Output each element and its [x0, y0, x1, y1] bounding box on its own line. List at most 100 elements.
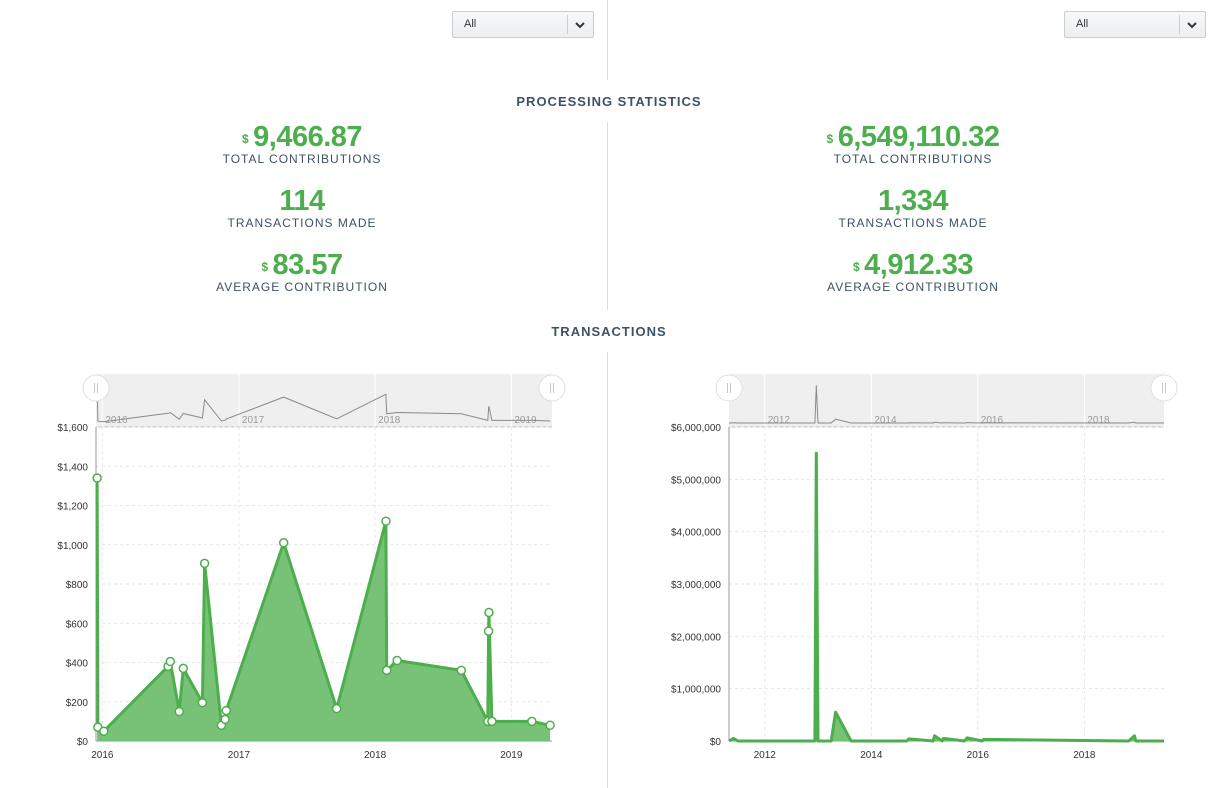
range-handle-icon[interactable] — [715, 374, 743, 402]
navigator-tick-label: 2018 — [378, 415, 401, 426]
data-point — [392, 655, 402, 666]
column-divider-charts — [607, 352, 608, 788]
column-divider-stats — [607, 122, 608, 310]
data-point — [92, 473, 102, 483]
y-tick-label: $600 — [66, 619, 89, 630]
transactions-made-value: 1,334 — [877, 185, 949, 217]
x-tick-label: 2017 — [228, 750, 251, 761]
select-separator — [1179, 15, 1180, 34]
y-tick-label: $400 — [66, 659, 89, 670]
left-total-contributions: $9,466.87 TOTAL CONTRIBUTIONS — [152, 122, 452, 166]
range-handle-icon[interactable] — [1150, 374, 1178, 402]
right-transactions-chart[interactable]: 2012 2014 2016 2018 $0 $1,000,000 $2,000,000 $3… — [608, 360, 1218, 780]
data-point — [178, 663, 189, 674]
data-point — [545, 720, 555, 731]
y-tick-label: $1,000,000 — [671, 685, 721, 696]
average-contribution-label: AVERAGE CONTRIBUTION — [216, 280, 388, 294]
navigator-tick-label: 2016 — [981, 415, 1004, 426]
y-tick-label: $200 — [66, 698, 89, 709]
column-divider-top — [607, 0, 608, 80]
x-tick-label: 2012 — [754, 750, 777, 761]
navigator-tick-label: 2017 — [242, 415, 265, 426]
transactions-made-label: TRANSACTIONS MADE — [227, 216, 377, 230]
x-tick-label: 2016 — [91, 750, 114, 761]
select-separator — [567, 15, 568, 34]
range-handle-icon[interactable] — [82, 374, 110, 402]
currency-symbol: $ — [261, 260, 268, 274]
data-point — [487, 716, 497, 727]
y-tick-label: $0 — [77, 737, 89, 748]
chevron-down-icon[interactable] — [1185, 19, 1199, 31]
range-handle-knob — [538, 374, 566, 402]
total-contributions-value: 6,549,110.32 — [837, 121, 1000, 153]
total-contributions-value: 9,466.87 — [253, 121, 363, 153]
currency-symbol: $ — [241, 132, 249, 146]
left-transactions-made: 114 TRANSACTIONS MADE — [152, 186, 452, 230]
data-point — [99, 726, 109, 736]
right-filter-value: All — [1076, 18, 1089, 30]
chevron-down-icon[interactable] — [573, 19, 587, 31]
y-tick-label: $1,600 — [57, 423, 88, 434]
x-tick-label: 2014 — [860, 750, 883, 761]
currency-symbol: $ — [852, 260, 860, 274]
transactions-made-label: TRANSACTIONS MADE — [838, 216, 988, 230]
average-contribution-value: 4,912.33 — [864, 249, 974, 281]
total-contributions-label: TOTAL CONTRIBUTIONS — [222, 152, 382, 166]
data-point — [483, 626, 494, 636]
navigator-series-line — [728, 385, 1164, 424]
y-tick-label: $0 — [710, 737, 722, 748]
range-handle-knob — [82, 374, 110, 402]
y-tick-label: $1,400 — [57, 462, 88, 473]
data-point — [484, 607, 494, 618]
data-point — [331, 703, 342, 714]
average-contribution-value: 83.57 — [272, 249, 344, 281]
data-point — [381, 665, 392, 676]
processing-statistics-title: PROCESSING STATISTICS — [516, 94, 702, 109]
x-tick-label: 2018 — [1073, 750, 1096, 761]
y-tick-label: $4,000,000 — [671, 528, 721, 539]
navigator-background — [729, 374, 1164, 427]
right-transactions-made: 1,334 TRANSACTIONS MADE — [763, 186, 1063, 230]
navigator-tick-label: 2014 — [874, 415, 897, 426]
data-point — [197, 697, 208, 708]
y-tick-label: $800 — [66, 580, 89, 591]
transactions-title: TRANSACTIONS — [551, 324, 667, 339]
navigator-tick-label: 2012 — [768, 415, 791, 426]
y-tick-label: $2,000,000 — [671, 632, 721, 643]
right-filter-select[interactable]: All — [1064, 11, 1206, 38]
y-tick-label: $5,000,000 — [671, 475, 721, 486]
left-transactions-chart[interactable]: 2016 2017 2018 2019 $0 $200 $400 $600 $800 $1,000… — [0, 360, 607, 780]
data-point — [165, 656, 176, 667]
data-point — [527, 716, 537, 727]
navigator-background — [96, 374, 552, 427]
x-tick-label: 2016 — [967, 750, 990, 761]
y-tick-label: $1,200 — [57, 502, 88, 513]
navigator-tick-label: 2018 — [1087, 415, 1110, 426]
data-point — [174, 706, 184, 717]
right-average-contribution: $4,912.33 AVERAGE CONTRIBUTION — [763, 250, 1063, 294]
right-total-contributions: $6,549,110.32 TOTAL CONTRIBUTIONS — [763, 122, 1063, 166]
range-handle-knob — [715, 374, 743, 402]
range-handle-knob — [1150, 374, 1178, 402]
x-tick-label: 2018 — [364, 750, 387, 761]
data-point — [381, 516, 391, 526]
transactions-made-value: 114 — [279, 185, 325, 217]
left-filter-value: All — [464, 18, 477, 30]
series-area — [729, 453, 1164, 741]
series-area — [97, 478, 551, 741]
left-average-contribution: $83.57 AVERAGE CONTRIBUTION — [152, 250, 452, 294]
total-contributions-label: TOTAL CONTRIBUTIONS — [833, 152, 993, 166]
data-point — [220, 714, 230, 725]
y-tick-label: $3,000,000 — [671, 580, 721, 591]
data-point — [278, 538, 289, 548]
average-contribution-label: AVERAGE CONTRIBUTION — [827, 280, 999, 294]
series-line — [728, 451, 1164, 743]
x-tick-label: 2019 — [500, 750, 523, 761]
data-point — [221, 705, 231, 716]
data-point — [456, 665, 467, 676]
left-filter-select[interactable]: All — [452, 11, 594, 38]
data-point — [199, 558, 210, 569]
navigator-series-line — [96, 388, 551, 423]
range-handle-icon[interactable] — [538, 374, 566, 402]
currency-symbol: $ — [826, 132, 834, 146]
